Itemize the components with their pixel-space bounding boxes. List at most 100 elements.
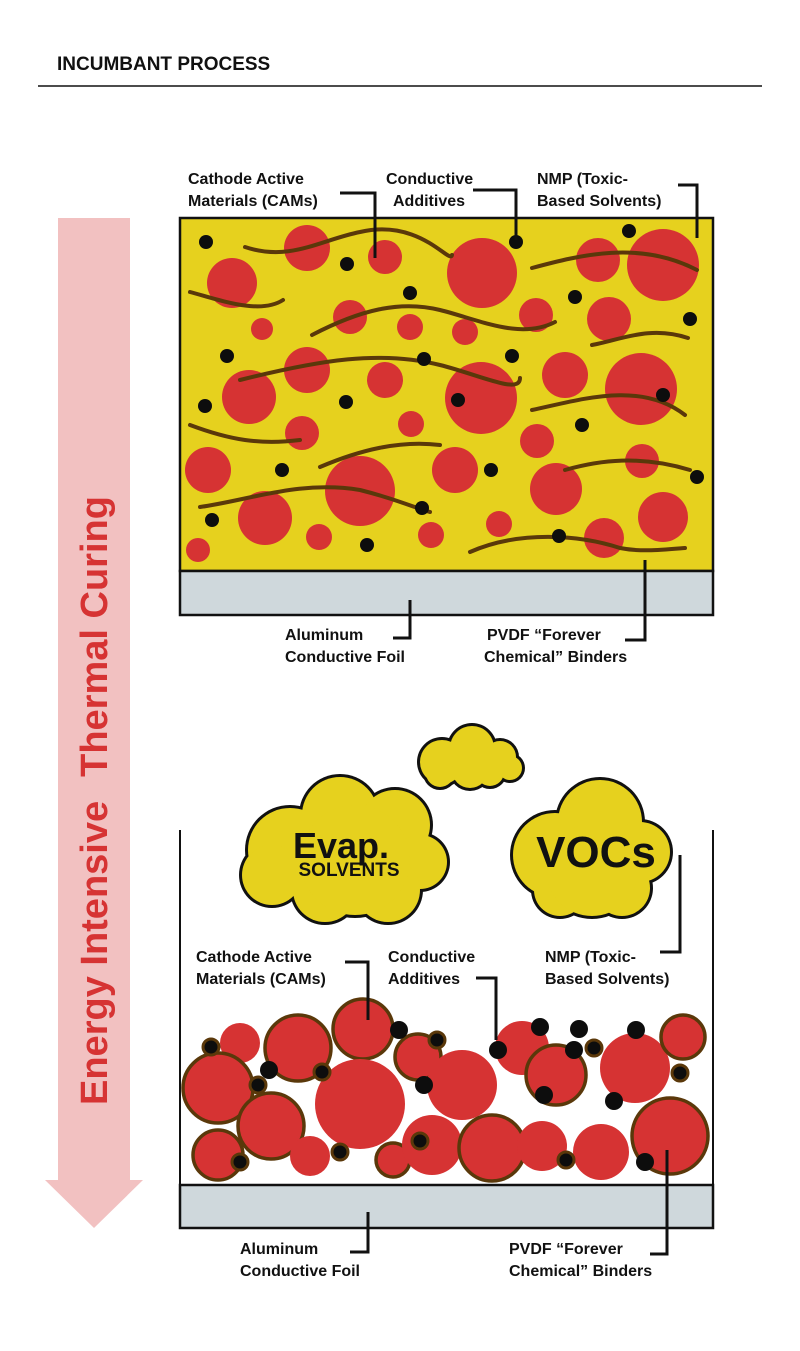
pvdf-binder-strand [563,458,692,472]
cam-particle [530,463,582,515]
cam-particle [285,416,319,450]
cathode-active-materials [185,225,699,562]
coated-conductive-dot [670,1063,690,1083]
conductive-additive-dot [552,529,566,543]
conductive-additive-dot [656,388,670,402]
conductive-additive-dot [339,395,353,409]
pvdf-binder-strand [468,534,687,554]
conductive-additive-dot [199,235,213,249]
cam-particle [418,522,444,548]
conductive-additive-dot [417,352,431,366]
conductive-additive-dot [509,235,523,249]
cloud-solvents-label-text: SOLVENTS [299,860,400,881]
conductive-additive-dot [489,1041,507,1059]
pvdf-binder-strand [530,393,687,417]
pvdf-binder-strand [243,227,454,259]
cam-particle [251,318,273,340]
conductive-additive-dot [627,1021,645,1039]
cam-particle [486,511,512,537]
coated-cam-particle [290,1136,330,1176]
conductive-additive-dot [690,470,704,484]
coated-conductive-dot [312,1062,332,1082]
cam-particle [520,424,554,458]
coated-cam-particle [402,1115,462,1175]
arrow-label-thermal: Thermal Curing [74,496,116,777]
pvdf-binder-strand [188,423,302,444]
pvdf-binder-strand [198,485,432,514]
coated-conductive-dot [427,1030,447,1050]
coated-cam-particle [315,1059,405,1149]
evaporated-solvent-clouds [239,723,673,925]
label-nmp: NMP (Toxic-Based Solvents) [537,171,661,210]
cathode-active-materials-coated [181,997,710,1183]
coated-cam-particle [600,1033,670,1103]
cloud-vocs-label: VOCs [536,828,656,877]
label-conductive-additives: Conductive Additives [386,171,473,210]
conductive-additive-dot [622,224,636,238]
cam-particle [445,362,517,434]
conductive-additive-dot [360,538,374,552]
conductive-additive-dot [260,1061,278,1079]
label-pvdf-binders: PVDF “Forever Chemical” Binders [484,627,627,666]
conductive-additive-dot [205,513,219,527]
cloud-vocs [510,777,673,919]
coated-conductive-dot [410,1131,430,1151]
conductive-additive-dot [451,393,465,407]
coated-cam-particle [659,1013,707,1061]
coated-cam-particle [630,1096,710,1176]
conductive-additive-dot [605,1092,623,1110]
pvdf-binder-strand [310,304,557,337]
bottom-panel: Cathode Active Materials (CAMs) Conductiv… [178,830,715,1280]
coated-cam-particle [573,1124,629,1180]
conductive-additive-dot [565,1041,583,1059]
aluminum-foil-bottom [178,1183,715,1230]
conductive-additive-dot [390,1021,408,1039]
coated-conductive-dot [230,1152,250,1172]
conductive-additive-dot [505,349,519,363]
conductive-additive-dot [636,1153,654,1171]
conductive-additive-dot [275,463,289,477]
cam-particle [397,314,423,340]
coated-cam-particle [517,1121,567,1171]
cam-particle [587,297,631,341]
conductive-additive-dot [340,257,354,271]
cam-particle [576,238,620,282]
cam-particle [638,492,688,542]
pvdf-binder-strand [188,290,285,309]
label-conductive-bottom: Conductive Additives [388,949,475,988]
label-pvdf-bottom: PVDF “Forever Chemical” Binders [509,1241,652,1280]
coated-cam-particle [236,1091,306,1161]
conductive-additive-dot [568,290,582,304]
thermal-curing-arrow: Energy Intensive Thermal Curing [45,218,143,1228]
svg-text:Energy IntensiveThermal Curing: Energy Intensive Thermal Curing [74,496,116,1105]
label-aluminum-foil: Aluminum Conductive Foil [285,627,405,666]
cam-particle [238,491,292,545]
coated-conductive-dot [201,1037,221,1057]
label-aluminum-foil-bottom: Aluminum Conductive Foil [240,1241,360,1280]
conductive-additive-dot [403,286,417,300]
label-nmp-bottom: NMP (Toxic-Based Solvents) [545,949,669,988]
conductive-additive-dot [198,399,212,413]
cam-particle [368,240,402,274]
cam-particle [542,352,588,398]
top-panel: Cathode Active Materials (CAMs) Conductiv… [178,171,715,666]
cam-particle [432,447,478,493]
cam-particle [185,447,231,493]
aluminum-foil [178,569,715,617]
coated-cam-particle [331,997,395,1061]
label-cams-bottom: Cathode Active Materials (CAMs) [196,949,326,988]
cam-particle [398,411,424,437]
cloud-evap-label: Evap. [293,825,389,866]
cam-particle [584,518,624,558]
conductive-additive-dot [415,501,429,515]
pvdf-binders [188,227,699,554]
cam-particle [186,538,210,562]
coated-conductive-dot [584,1038,604,1058]
conductive-additive-dot [484,463,498,477]
cam-particle [367,362,403,398]
cloud-evap-solvents [239,774,450,925]
cam-particle [627,229,699,301]
pvdf-binder-strand [530,250,699,272]
cam-particle [306,524,332,550]
conductive-additives-coated [201,1018,690,1172]
